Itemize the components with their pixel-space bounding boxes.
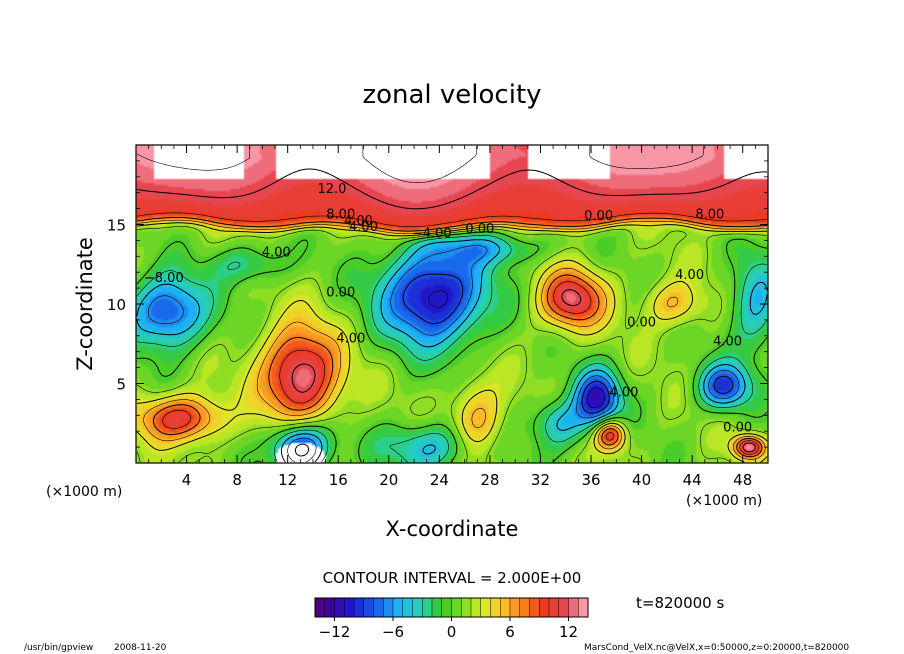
x-tick-label: 40 — [632, 471, 651, 489]
contour-value-label: 0.00 — [723, 421, 752, 436]
x-tick-label: 48 — [733, 471, 752, 489]
colorbar-tick-label: 6 — [505, 623, 515, 641]
x-tick-label: 32 — [531, 471, 550, 489]
colorbar-swatch — [451, 598, 462, 617]
colorbar-swatch — [373, 598, 384, 617]
x-tick-label: 44 — [683, 471, 702, 489]
colorbar-swatch — [529, 598, 540, 617]
contour-value-label: 4.00 — [609, 386, 638, 401]
x-tick-label: 36 — [581, 471, 600, 489]
colorbar-tick-label: 0 — [447, 623, 457, 641]
x-unit-label: (×1000 m) — [686, 493, 762, 509]
colorbar-swatch — [363, 598, 374, 617]
x-tick-label: 24 — [430, 471, 449, 489]
colorbar-swatch — [568, 598, 579, 617]
colorbar-swatch — [315, 598, 326, 617]
contour-line — [147, 245, 740, 463]
contour-value-label: 4.00 — [349, 220, 378, 235]
contour-line — [136, 239, 768, 463]
y-tick-label: 10 — [107, 296, 126, 314]
chart-title: zonal velocity — [362, 80, 541, 110]
colorbar-tick-label: −6 — [382, 623, 404, 641]
y-axis-title: Z-coordinate — [73, 237, 97, 371]
contour-value-label: 4.00 — [262, 246, 291, 261]
contour-line — [136, 168, 768, 453]
contour-value-label: 0.00 — [584, 209, 613, 224]
velocity-heatmap — [136, 145, 768, 463]
time-label: t=820000 s — [636, 594, 724, 612]
colorbar-swatch — [402, 598, 413, 617]
contour-interval-text: CONTOUR INTERVAL = 2.000E+00 — [323, 569, 582, 587]
contour-lines — [136, 146, 768, 463]
contour-value-label: 4.00 — [344, 214, 373, 229]
contour-line — [136, 231, 768, 463]
colorbar-swatch — [480, 598, 491, 617]
colorbar-swatch — [578, 598, 589, 617]
contour-value-label: 0.00 — [627, 316, 656, 331]
y-tick-label: 15 — [107, 217, 126, 235]
y-tick-label: 5 — [116, 376, 126, 394]
colorbar-swatch — [490, 598, 501, 617]
colorbar-swatch — [354, 598, 365, 617]
colorbar-tick-label: −12 — [319, 623, 351, 641]
contour-value-label: 4.00 — [336, 331, 365, 346]
colorbar-swatch — [324, 598, 335, 617]
x-tick-label: 20 — [379, 471, 398, 489]
x-tick-label: 16 — [329, 471, 348, 489]
plot-area: 12.08.004.004.00−4.00 0.000.00 8.004.00−8.… — [135, 144, 769, 464]
contour-line — [136, 219, 768, 460]
colorbar-swatch — [500, 598, 511, 617]
z-unit-label: (×1000 m) — [46, 484, 122, 500]
contour-line — [136, 226, 768, 463]
colorbar-swatch — [549, 598, 560, 617]
colorbar-swatch — [441, 598, 452, 617]
footer-date: 2008-11-20 — [114, 643, 167, 653]
x-axis-title: X-coordinate — [386, 517, 519, 541]
y-axis: 5 10 15 — [107, 160, 768, 448]
x-tick-label: 4 — [182, 471, 192, 489]
contour-value-label: 12.0 — [317, 182, 346, 197]
contour-line — [136, 217, 768, 458]
contour-line — [294, 273, 734, 457]
colorbar-swatch — [519, 598, 530, 617]
contour-value-label: 4.00 — [675, 268, 704, 283]
footer-source: MarsCond_VelX.nc@VelX,x=0:50000,z=0:2000… — [584, 643, 849, 653]
contour-value-label: −4.00 — [412, 227, 452, 242]
contour-line — [136, 212, 768, 455]
colorbar-swatch — [432, 598, 443, 617]
contour-value-label: 0.00 — [326, 285, 355, 300]
colorbar-swatch — [422, 598, 433, 617]
colorbar-swatch — [471, 598, 482, 617]
x-tick-label: 28 — [480, 471, 499, 489]
contour-value-label: 4.00 — [713, 335, 742, 350]
colorbar-swatch — [383, 598, 394, 617]
contour-value-label: 0.00 — [465, 222, 494, 237]
x-tick-label: 12 — [278, 471, 297, 489]
contour-value-label: 8.00 — [695, 207, 724, 222]
x-axis: 4 8 12 16 20 24 28 32 36 40 44 48 — [148, 145, 756, 489]
contour-value-label: 8.00 — [326, 207, 355, 222]
colorbar-tick-label: 12 — [559, 623, 578, 641]
colorbar-swatch — [461, 598, 472, 617]
contour-line — [136, 222, 768, 463]
colorbar-swatch — [344, 598, 355, 617]
x-tick-label: 8 — [232, 471, 242, 489]
footer-program: /usr/bin/gpview — [24, 643, 93, 653]
colorbar-swatch — [539, 598, 550, 617]
contour-labels: 12.08.004.004.00−4.00 0.000.00 8.004.00−8.… — [144, 182, 752, 435]
colorbar-swatch — [412, 598, 423, 617]
colorbar-swatch — [334, 598, 345, 617]
colorbar-swatch — [393, 598, 404, 617]
contour-line — [136, 235, 768, 463]
colorbar: −12 −6 0 6 12 — [314, 597, 589, 641]
colorbar-swatch — [510, 598, 521, 617]
contour-line — [428, 290, 605, 408]
contour-value-label: −8.00 — [144, 271, 184, 286]
colorbar-swatch — [558, 598, 569, 617]
